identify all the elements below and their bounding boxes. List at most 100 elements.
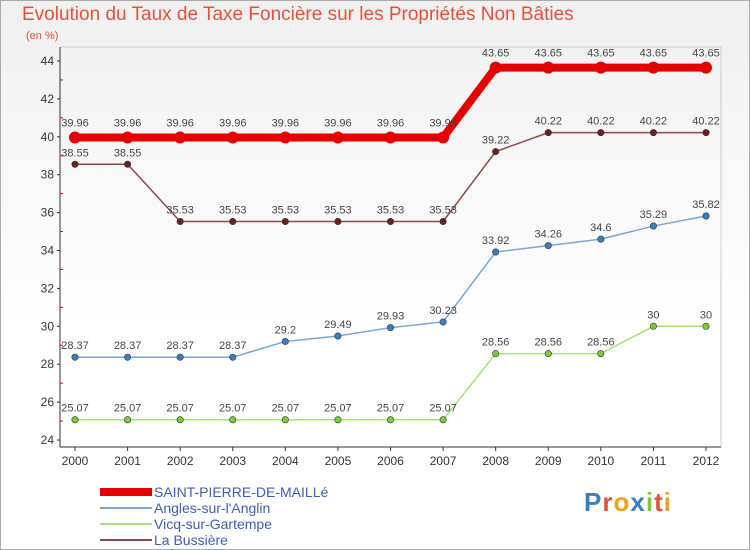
- legend-label-la-bussiere: La Bussière: [154, 532, 228, 548]
- data-point: [229, 353, 237, 361]
- data-point: [649, 322, 657, 330]
- data-label: 35.29: [640, 209, 668, 221]
- data-point: [597, 235, 605, 243]
- y-tick-label: 30: [41, 319, 55, 333]
- data-label: 39.96: [429, 118, 457, 130]
- data-point: [492, 248, 500, 256]
- data-label: 38.55: [61, 147, 89, 159]
- data-label: 25.07: [272, 403, 300, 415]
- x-tick-label: 2001: [114, 454, 141, 468]
- x-tick-label: 2006: [377, 454, 404, 468]
- data-point: [544, 350, 552, 358]
- data-label: 39.22: [482, 135, 510, 147]
- data-label: 30.23: [429, 305, 457, 317]
- data-point: [386, 324, 394, 332]
- data-label: 28.56: [482, 337, 510, 349]
- data-label: 39.96: [272, 118, 300, 130]
- data-point: [594, 61, 607, 74]
- data-point: [71, 416, 79, 424]
- data-point: [226, 131, 239, 144]
- data-point: [544, 242, 552, 250]
- data-label: 28.37: [114, 340, 142, 352]
- logo-letter: i: [663, 487, 672, 517]
- data-label: 43.65: [640, 48, 668, 60]
- data-label: 35.53: [377, 205, 405, 217]
- proxiti-logo: Proxiti: [584, 487, 672, 518]
- chart-title: Evolution du Taux de Taxe Foncière sur l…: [22, 4, 574, 25]
- data-label: 40.22: [534, 116, 562, 128]
- x-tick-label: 2008: [482, 454, 509, 468]
- data-label: 28.37: [166, 340, 194, 352]
- data-point: [121, 131, 134, 144]
- data-point: [702, 212, 710, 220]
- legend-swatch-angles: [100, 507, 152, 509]
- x-tick-label: 2009: [535, 454, 562, 468]
- data-point: [542, 61, 555, 74]
- data-point: [439, 416, 447, 424]
- data-label: 34.26: [534, 229, 562, 241]
- data-point: [439, 318, 447, 326]
- data-point: [647, 61, 660, 74]
- data-label: 28.56: [587, 337, 615, 349]
- logo-letter: x: [630, 487, 646, 517]
- y-tick-label: 40: [41, 130, 55, 144]
- y-tick-label: 24: [41, 433, 55, 447]
- data-point: [492, 350, 500, 358]
- x-tick-label: 2003: [219, 454, 246, 468]
- y-tick-label: 44: [41, 54, 55, 68]
- data-point: [597, 350, 605, 358]
- legend-swatch-la-bussiere: [100, 539, 152, 541]
- data-point: [384, 131, 397, 144]
- data-point: [437, 131, 450, 144]
- data-label: 40.22: [640, 116, 668, 128]
- data-label: 25.07: [114, 403, 142, 415]
- data-label: 28.56: [534, 337, 562, 349]
- data-label: 29.49: [324, 319, 352, 331]
- data-point: [176, 353, 184, 361]
- data-label: 43.65: [692, 48, 720, 60]
- data-label: 34.6: [590, 222, 611, 234]
- data-label: 35.82: [692, 199, 720, 211]
- chart-unit-label: (en %): [26, 30, 59, 42]
- y-tick-label: 32: [41, 281, 55, 295]
- data-point: [334, 416, 342, 424]
- data-point: [174, 131, 187, 144]
- data-label: 25.07: [166, 403, 194, 415]
- data-point: [331, 131, 344, 144]
- data-label: 35.53: [324, 205, 352, 217]
- data-label: 40.22: [692, 116, 720, 128]
- data-label: 28.37: [219, 340, 247, 352]
- data-label: 35.53: [219, 205, 247, 217]
- legend-label-vicq: Vicq-sur-Gartempe: [154, 516, 273, 532]
- data-point: [700, 61, 712, 74]
- data-point: [334, 332, 342, 340]
- data-label: 25.07: [377, 403, 405, 415]
- data-label: 43.65: [482, 48, 510, 60]
- x-tick-label: 2011: [641, 454, 667, 468]
- data-point: [279, 131, 292, 144]
- y-tick-label: 36: [41, 206, 55, 220]
- data-point: [386, 416, 394, 424]
- data-point: [69, 131, 81, 144]
- data-label: 29.2: [275, 324, 296, 336]
- data-label: 33.92: [482, 235, 510, 247]
- data-point: [71, 353, 79, 361]
- data-label: 25.07: [324, 403, 352, 415]
- legend-label-saint-pierre: SAINT-PIERRE-DE-MAILLé: [154, 484, 329, 500]
- data-point: [334, 218, 342, 226]
- data-point: [702, 322, 710, 330]
- data-label: 30: [700, 309, 712, 321]
- data-label: 28.37: [61, 340, 89, 352]
- data-point: [649, 222, 657, 230]
- x-tick-label: 2005: [325, 454, 352, 468]
- logo-letter: o: [613, 487, 631, 517]
- data-label: 40.22: [587, 116, 615, 128]
- legend-label-angles: Angles-sur-l'Anglin: [154, 500, 271, 516]
- data-point: [176, 218, 184, 226]
- legend-swatch-vicq: [100, 523, 152, 525]
- data-point: [439, 218, 447, 226]
- data-point: [281, 337, 289, 345]
- data-point: [229, 218, 237, 226]
- legend-swatch-saint-pierre: [100, 488, 152, 496]
